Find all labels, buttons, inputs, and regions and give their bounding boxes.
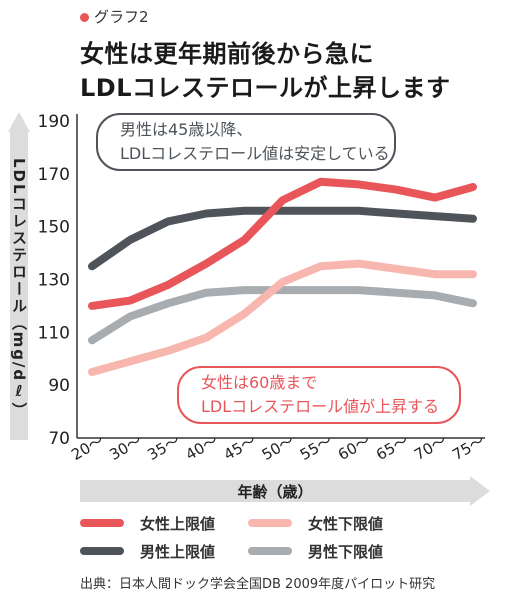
legend-label: 女性上限値: [140, 514, 216, 533]
male-callout-line-2: LDLコレステロール値は安定している: [120, 144, 390, 163]
source-note: 出典：日本人間ドック学会全国DB 2009年度パイロット研究: [80, 577, 436, 592]
female-callout-line-1: 女性は60歳まで: [201, 373, 318, 392]
x-axis-band: [80, 480, 472, 502]
legend-swatch: [80, 519, 124, 527]
tag-dot: [80, 13, 89, 22]
figure-tag: グラフ2: [80, 6, 149, 27]
y-tick-label: 90: [48, 376, 70, 396]
legend-label: 男性上限値: [140, 542, 216, 561]
y-tick-label: 170: [38, 165, 70, 185]
x-tick-label: 65〜: [373, 431, 412, 464]
x-tick-label: 55〜: [297, 431, 336, 464]
x-axis-label: 年齢（歳）: [237, 483, 312, 501]
legend-female-upper: 女性上限値: [80, 513, 215, 533]
legend-male-lower: 男性下限値: [248, 541, 383, 561]
y-tick-label: 150: [38, 218, 70, 238]
x-tick-label: 45〜: [221, 431, 260, 464]
y-axis-band: [10, 130, 28, 440]
y-tick-label: 110: [38, 323, 70, 343]
legend-swatch: [248, 547, 292, 555]
x-tick-label: 70〜: [411, 431, 450, 464]
figure-tag-label: グラフ2: [94, 8, 149, 26]
legend-swatch: [248, 519, 292, 527]
x-tick-label: 35〜: [144, 431, 183, 464]
legend-swatch: [80, 547, 124, 555]
x-tick-label: 50〜: [259, 431, 298, 464]
series-line-1: [88, 259, 477, 376]
y-tick-label: 190: [38, 112, 70, 132]
series-line-0: [88, 177, 477, 310]
x-tick-label: 60〜: [335, 431, 374, 464]
y-axis-band-arrowhead: [8, 112, 30, 132]
headline-line-2: LDLコレステロールが上昇します: [80, 74, 451, 102]
series-line-3: [88, 286, 477, 345]
y-axis-label: LDLコレステロール（mg/dℓ）: [10, 158, 28, 419]
male-callout-line-1: 男性は45歳以降、: [120, 120, 253, 139]
female-callout-line-2: LDLコレステロール値が上昇する: [201, 397, 440, 416]
headline-line-1: 女性は更年期前後から急に: [80, 40, 374, 68]
x-axis-band-arrowhead: [470, 476, 490, 506]
y-tick-label: 70: [48, 429, 70, 449]
female-callout: 女性は60歳まで LDLコレステロール値が上昇する: [177, 366, 461, 424]
x-tick-label: 75〜: [449, 431, 488, 464]
legend-female-lower: 女性下限値: [248, 513, 383, 533]
x-tick-label: 40〜: [183, 431, 222, 464]
legend-male-upper: 男性上限値: [80, 541, 215, 561]
legend-label: 女性下限値: [308, 514, 384, 533]
series-line-2: [88, 206, 477, 271]
legend-label: 男性下限値: [308, 542, 384, 561]
x-tick-label: 30〜: [106, 431, 145, 464]
male-callout: 男性は45歳以降、 LDLコレステロール値は安定している: [96, 113, 396, 171]
x-tick-label: 20〜: [68, 431, 107, 464]
y-tick-label: 130: [38, 271, 70, 291]
